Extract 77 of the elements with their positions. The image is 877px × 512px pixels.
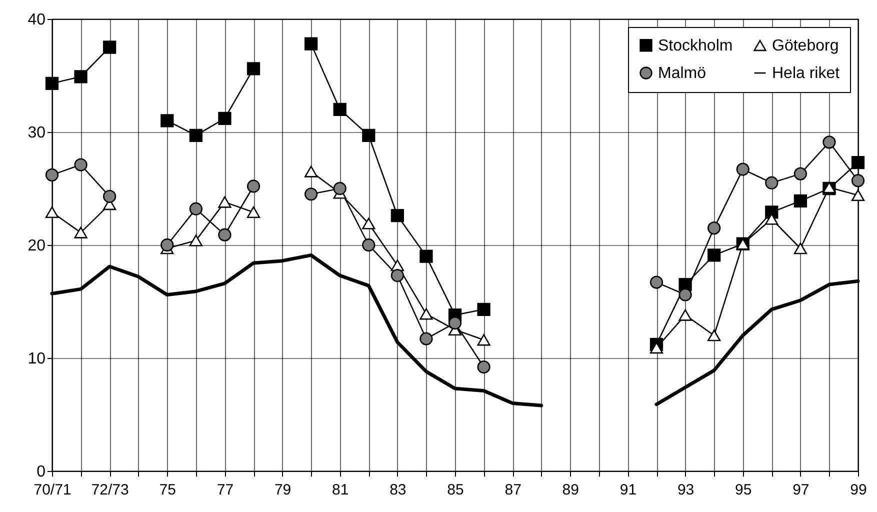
point bbox=[420, 250, 433, 263]
point bbox=[362, 218, 376, 230]
point bbox=[477, 334, 490, 346]
point bbox=[246, 180, 260, 193]
x-tick-label: 83 bbox=[390, 482, 406, 498]
x-tick-label: 81 bbox=[332, 482, 349, 498]
point bbox=[246, 62, 260, 76]
point bbox=[333, 182, 346, 196]
legend-label: Stockholm bbox=[658, 37, 733, 54]
legend-label: Göteborg bbox=[772, 38, 839, 54]
point bbox=[160, 114, 174, 128]
point bbox=[362, 128, 376, 142]
point bbox=[45, 168, 59, 182]
point bbox=[851, 156, 865, 170]
x-tick-label: 89 bbox=[562, 482, 579, 498]
point bbox=[45, 76, 59, 90]
point bbox=[390, 268, 404, 282]
x-tick-label: 99 bbox=[850, 482, 867, 498]
point bbox=[448, 316, 462, 330]
point bbox=[189, 128, 202, 142]
point bbox=[420, 332, 433, 346]
y-tick-label: 0 bbox=[36, 464, 46, 480]
x-tick-label: 70/71 bbox=[34, 482, 72, 498]
point bbox=[851, 174, 865, 188]
point bbox=[246, 206, 260, 218]
point bbox=[678, 309, 692, 321]
x-tick-label: 75 bbox=[159, 482, 176, 498]
point bbox=[477, 302, 490, 316]
y-tick-label: 10 bbox=[28, 350, 46, 368]
point bbox=[420, 308, 433, 320]
point bbox=[794, 242, 807, 254]
point bbox=[189, 202, 202, 216]
point bbox=[851, 190, 865, 202]
y-tick-label: 40 bbox=[28, 12, 46, 28]
point bbox=[708, 330, 721, 342]
point bbox=[304, 37, 318, 50]
point bbox=[333, 102, 346, 116]
legend-label: Malmö bbox=[658, 65, 706, 82]
point bbox=[390, 209, 404, 222]
legend-label: Hela riket bbox=[772, 65, 840, 82]
point bbox=[74, 226, 88, 238]
x-tick-label: 87 bbox=[504, 482, 522, 498]
point bbox=[160, 238, 174, 252]
point bbox=[708, 248, 721, 262]
point bbox=[103, 40, 116, 54]
point bbox=[765, 213, 778, 225]
point bbox=[362, 238, 376, 252]
x-tick-label: 95 bbox=[735, 482, 752, 498]
y-tick-label: 30 bbox=[28, 124, 46, 142]
point bbox=[218, 196, 232, 208]
x-tick-label: 85 bbox=[447, 482, 464, 498]
point bbox=[45, 206, 59, 218]
x-tick-label: 97 bbox=[792, 482, 810, 498]
point bbox=[822, 136, 836, 149]
point bbox=[74, 158, 88, 172]
point bbox=[189, 234, 202, 246]
x-tick-label: 77 bbox=[216, 482, 234, 498]
x-tick-label: 72/73 bbox=[91, 482, 129, 498]
x-tick-label: 93 bbox=[677, 482, 694, 498]
point bbox=[218, 228, 232, 242]
point bbox=[650, 276, 664, 289]
point bbox=[218, 112, 232, 126]
point bbox=[304, 188, 318, 201]
point bbox=[74, 70, 88, 84]
point bbox=[477, 360, 490, 374]
point bbox=[304, 166, 318, 178]
point bbox=[650, 342, 664, 354]
point bbox=[765, 176, 778, 190]
y-tick-label: 20 bbox=[28, 238, 46, 254]
point bbox=[736, 162, 750, 176]
x-tick-label: 79 bbox=[274, 482, 292, 498]
point bbox=[103, 190, 116, 203]
point bbox=[678, 288, 692, 302]
point bbox=[794, 194, 807, 208]
x-tick-label: 91 bbox=[620, 482, 637, 498]
point bbox=[794, 167, 807, 180]
point bbox=[708, 221, 721, 235]
